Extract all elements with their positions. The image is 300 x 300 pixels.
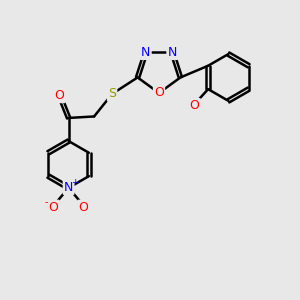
- Text: N: N: [141, 46, 151, 59]
- Text: S: S: [108, 88, 116, 100]
- Text: O: O: [55, 89, 64, 102]
- Text: O: O: [79, 201, 88, 214]
- Text: O: O: [49, 201, 58, 214]
- Text: O: O: [154, 86, 164, 100]
- Text: N: N: [167, 46, 177, 59]
- Text: O: O: [190, 99, 200, 112]
- Text: N: N: [64, 181, 73, 194]
- Text: -: -: [44, 197, 48, 207]
- Text: +: +: [71, 178, 79, 187]
